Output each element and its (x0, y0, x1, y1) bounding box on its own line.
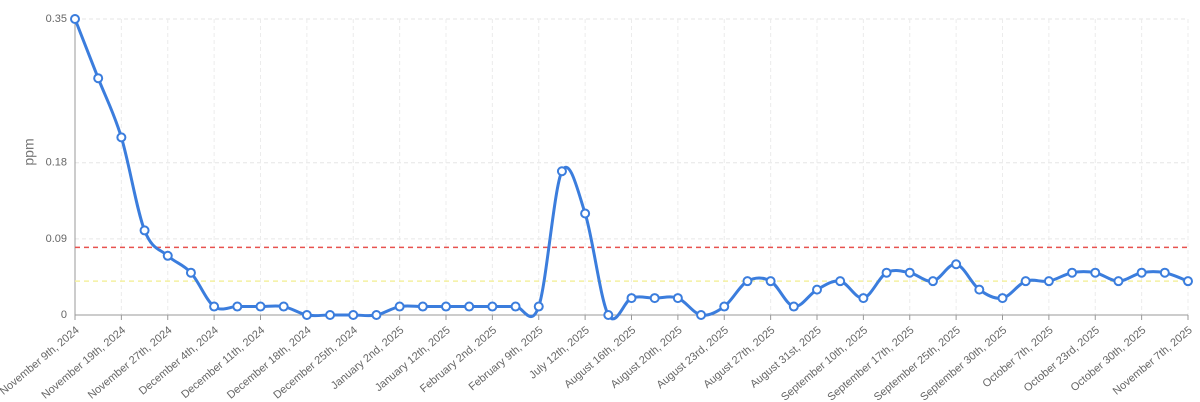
data-point (1020, 276, 1031, 287)
data-point (70, 14, 80, 24)
data-point (858, 293, 869, 304)
y-axis-label: ppm (21, 138, 37, 165)
data-point (603, 310, 614, 320)
y-tick-label: 0.35 (46, 13, 67, 25)
data-point (417, 301, 428, 312)
data-point (1043, 276, 1054, 287)
data-point (441, 301, 451, 312)
data-point (162, 250, 173, 261)
x-tick-label: December 4th, 2024 (137, 324, 221, 397)
data-point (232, 301, 243, 312)
data-point (93, 73, 104, 84)
data-point (139, 225, 150, 236)
x-tick-label: February 2nd, 2025 (418, 324, 499, 395)
y-tick-label: 0 (61, 309, 67, 321)
data-point (812, 284, 822, 295)
x-tick-label: September 30th, 2025 (918, 324, 1009, 402)
x-tick-label: November 7th, 2025 (1111, 324, 1195, 397)
x-tick-label: September 10th, 2025 (779, 324, 870, 402)
data-point (719, 301, 730, 312)
x-tick-label: October 23rd, 2025 (1022, 324, 1102, 394)
data-point (997, 293, 1008, 304)
x-tick-label: September 25th, 2025 (872, 324, 963, 402)
data-point (1136, 267, 1147, 278)
data-point (1159, 267, 1170, 278)
data-point (626, 293, 637, 304)
data-point (185, 267, 196, 278)
data-point (325, 310, 336, 320)
data-point (765, 276, 776, 287)
data-point (927, 276, 938, 287)
data-point (835, 276, 846, 287)
data-point (951, 259, 962, 270)
x-tick-label: December 25th, 2024 (271, 324, 360, 401)
data-point (788, 301, 799, 312)
data-point (487, 301, 498, 312)
data-point (301, 310, 312, 320)
data-point (1090, 267, 1101, 278)
x-tick-label: November 9th, 2024 (0, 324, 82, 397)
y-tick-label: 0.09 (46, 233, 67, 245)
data-point (464, 301, 475, 312)
x-tick-label: November 27th, 2024 (86, 324, 175, 401)
data-point (1067, 267, 1078, 278)
data-point (394, 301, 405, 312)
x-tick-label: November 19th, 2024 (39, 324, 128, 401)
data-point (672, 293, 683, 304)
data-point (255, 301, 266, 312)
x-tick-label: September 17th, 2025 (825, 324, 916, 402)
data-point (649, 293, 660, 304)
data-point (580, 208, 591, 219)
x-tick-label: December 11th, 2024 (179, 324, 267, 401)
data-point (1113, 276, 1124, 287)
data-point (881, 267, 892, 278)
data-point (371, 310, 382, 320)
data-point (116, 132, 127, 143)
data-point (533, 301, 544, 312)
data-point (278, 301, 289, 312)
data-point (209, 301, 220, 312)
data-point (904, 267, 915, 278)
data-point (696, 310, 707, 320)
data-point (348, 310, 359, 320)
x-tick-label: December 18th, 2024 (225, 324, 314, 401)
data-point (1183, 276, 1193, 287)
data-point (556, 166, 567, 177)
data-point (974, 284, 985, 295)
data-point (742, 276, 753, 287)
data-point (510, 301, 521, 312)
y-tick-label: 0.18 (46, 157, 67, 169)
